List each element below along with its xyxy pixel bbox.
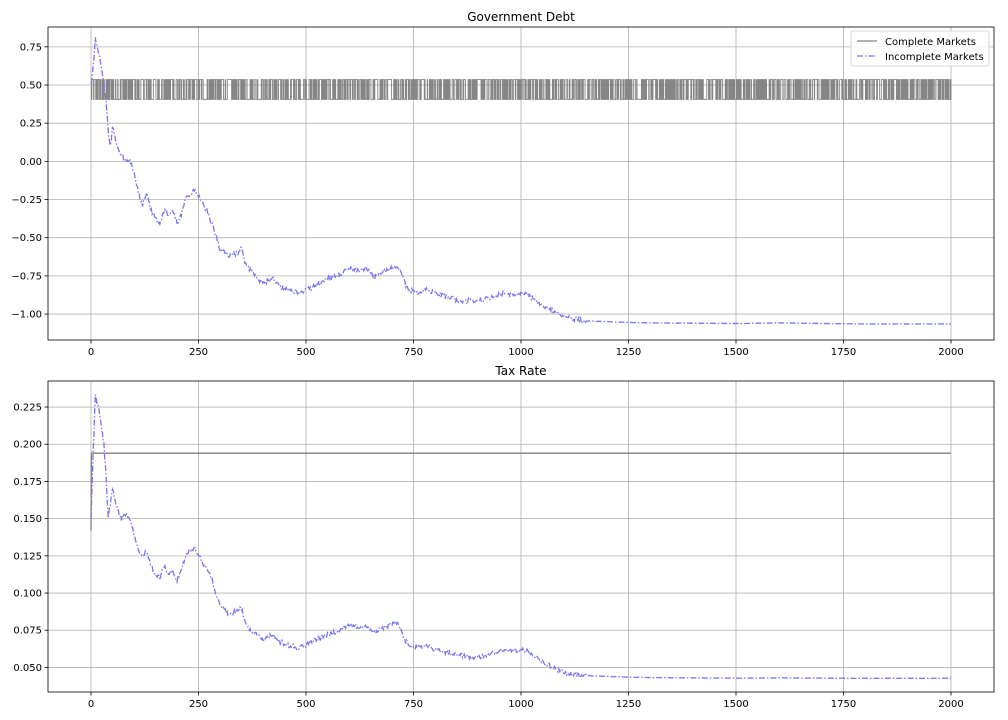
tax-rate-ytick-label: 0.225 [13,403,42,414]
tax-rate-title: Tax Rate [494,364,546,378]
government-debt-xtick-label: 250 [189,347,208,358]
tax-rate-ytick-label: 0.075 [13,626,42,637]
tax-rate-xtick-label: 1000 [508,699,533,710]
government-debt-ytick-label: 0.00 [20,157,42,168]
legend-label-complete-markets: Complete Markets [885,37,976,48]
government-debt-xtick-label: 750 [404,347,423,358]
tax-rate-series-incomplete-markets [90,394,952,680]
tax-rate-series [90,394,952,680]
government-debt-series-incomplete-markets [90,37,952,325]
government-debt-series-complete-markets [90,79,952,100]
tax-rate-xtick-label: 750 [404,699,423,710]
tax-rate-ytick-label: 0.100 [13,589,42,600]
legend-label-incomplete-markets: Incomplete Markets [885,52,984,63]
government-debt-ytick-label: 0.50 [20,81,42,92]
government-debt-ytick-label: 0.75 [20,42,42,53]
legend-frame [850,30,990,67]
government-debt-xtick-label: 500 [296,347,315,358]
tax-rate-panel: Tax Rate 0 250 500 750 1000 1250 1500 1750 20000… [13,364,995,710]
tax-rate-ytick-label: 0.175 [13,477,42,488]
tax-rate-xtick-label: 0 [88,699,94,710]
government-debt-ytick-label: −0.50 [11,233,42,244]
legend: Complete Markets Incomplete Markets [850,30,990,67]
government-debt-xtick-label: 0 [88,347,94,358]
tax-rate-ytick-label: 0.125 [13,551,42,562]
government-debt-ticks: 0 250 500 750 1000 1250 1500 1750 2000 −1.00 −0.75… [11,42,963,358]
tax-rate-grid [48,381,994,692]
government-debt-ytick-label: −0.75 [11,271,42,282]
tax-rate-xtick-label: 250 [189,699,208,710]
tax-rate-xtick-label: 1750 [831,699,856,710]
government-debt-xtick-label: 1750 [831,347,856,358]
government-debt-ytick-label: −0.25 [11,195,42,206]
tax-rate-xtick-label: 500 [296,699,315,710]
tax-rate-ytick-label: 0.200 [13,440,42,451]
government-debt-panel: Government Debt 0 250 500 750 1000 1250 1500 17… [11,10,995,358]
tax-rate-xtick-label: 1250 [616,699,641,710]
government-debt-xtick-label: 1250 [616,347,641,358]
government-debt-xtick-label: 1500 [723,347,748,358]
government-debt-series [90,37,952,325]
tax-rate-ticks: 0 250 500 750 1000 1250 1500 1750 2000 0.050 0.075… [13,403,963,710]
tax-rate-ytick-label: 0.150 [13,514,42,525]
government-debt-ytick-label: −1.00 [11,310,42,321]
tax-rate-xtick-label: 1500 [723,699,748,710]
tax-rate-series-complete-markets [90,452,951,531]
tax-rate-ytick-label: 0.050 [13,663,42,674]
tax-rate-xtick-label: 2000 [938,699,963,710]
government-debt-title: Government Debt [467,10,575,24]
government-debt-xtick-label: 2000 [938,347,963,358]
government-debt-ytick-label: 0.25 [20,119,42,130]
government-debt-xtick-label: 1000 [508,347,533,358]
